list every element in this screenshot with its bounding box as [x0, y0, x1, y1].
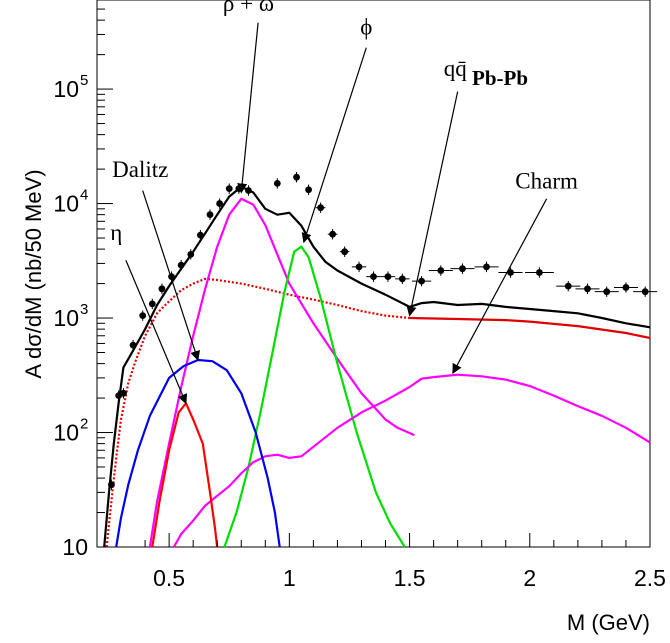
data-point	[633, 286, 658, 297]
annotation-label: Charm	[515, 169, 578, 194]
annotation-qqbar: qq̄	[406, 56, 468, 317]
data-point	[450, 263, 475, 274]
x-tick-label: 1.5	[394, 565, 426, 591]
annotation-label: ϕ	[360, 14, 372, 39]
curve-layer	[103, 185, 651, 548]
data-point	[428, 265, 453, 276]
data-point	[158, 283, 166, 295]
data-point	[315, 202, 326, 213]
system-label: Pb-Pb	[472, 66, 528, 90]
data-point	[148, 298, 156, 310]
data-point	[177, 259, 185, 271]
annotation-charm: Charm	[452, 169, 578, 375]
data-point	[206, 209, 214, 220]
y-tick-label: 10	[53, 76, 79, 102]
data-point	[524, 267, 554, 278]
data-point	[120, 388, 127, 399]
data-point	[351, 261, 367, 273]
data-point	[339, 246, 350, 257]
curve-rho-omega	[148, 197, 415, 548]
curve-total	[103, 185, 651, 548]
annotations-layer: ρ + ω ϕ qq̄ Dalitz Charm η	[110, 0, 578, 405]
annotation-arrow	[237, 22, 259, 194]
y-tick-exponent: 3	[80, 301, 88, 318]
annotation-rho-omega: ρ + ω	[223, 0, 274, 194]
x-tick-label: 0.5	[153, 565, 185, 591]
data-point	[196, 229, 204, 241]
y-tick-label: 10	[53, 420, 79, 446]
data-point	[380, 271, 396, 282]
annotation-eta: η	[110, 220, 188, 405]
y-tick-label: 10	[53, 305, 79, 331]
data-point	[594, 286, 619, 297]
annotation-arrow	[452, 198, 548, 375]
curve-eta	[151, 402, 219, 548]
data-point	[613, 282, 638, 293]
data-point	[216, 198, 224, 209]
curve-charm	[172, 373, 651, 548]
annotation-arrow	[125, 259, 188, 405]
curve-phi	[223, 245, 406, 548]
annotation-arrow	[406, 91, 459, 317]
annotation-phi: ϕ	[301, 14, 372, 244]
x-tick-label: 2	[523, 565, 536, 591]
data-point	[575, 283, 600, 295]
annotation-label: qq̄	[444, 56, 468, 81]
data-point	[327, 229, 338, 240]
annotation-label: ρ + ω	[223, 0, 274, 16]
y-tick-exponent: 5	[80, 72, 88, 89]
data-point	[498, 267, 523, 278]
annotation-label: Dalitz	[112, 157, 168, 182]
annotation-arrow	[301, 47, 367, 244]
x-tick-label: 2.5	[634, 565, 666, 591]
data-point	[293, 171, 300, 183]
data-point	[225, 183, 233, 194]
data-points-layer	[108, 171, 658, 490]
y-axis-title: A dσ/dM (nb/50 MeV)	[21, 169, 46, 378]
data-point	[245, 185, 252, 196]
x-tick-label: 1	[283, 565, 296, 591]
annotation-label: η	[110, 220, 122, 245]
curve-qqbar-solid	[409, 316, 651, 340]
data-point	[395, 273, 410, 285]
curve-dalitz	[115, 358, 281, 548]
data-point	[411, 275, 432, 287]
annotation-dalitz: Dalitz	[112, 157, 200, 361]
curve-qqbar	[105, 277, 410, 548]
data-point	[366, 271, 381, 282]
data-point	[305, 184, 312, 195]
data-point	[556, 280, 581, 292]
data-point	[108, 479, 115, 490]
y-tick-label: 10	[62, 534, 88, 560]
data-point	[129, 339, 137, 351]
data-point	[139, 310, 147, 321]
y-tick-exponent: 4	[80, 187, 88, 204]
x-axis-title: M (GeV)	[567, 610, 650, 635]
y-tick-label: 10	[53, 191, 79, 217]
data-point	[187, 249, 195, 260]
data-point	[474, 261, 499, 273]
data-point	[273, 178, 281, 189]
plot-frame	[96, 0, 651, 548]
y-tick-exponent: 2	[80, 416, 88, 433]
annotation-arrow	[142, 190, 200, 361]
